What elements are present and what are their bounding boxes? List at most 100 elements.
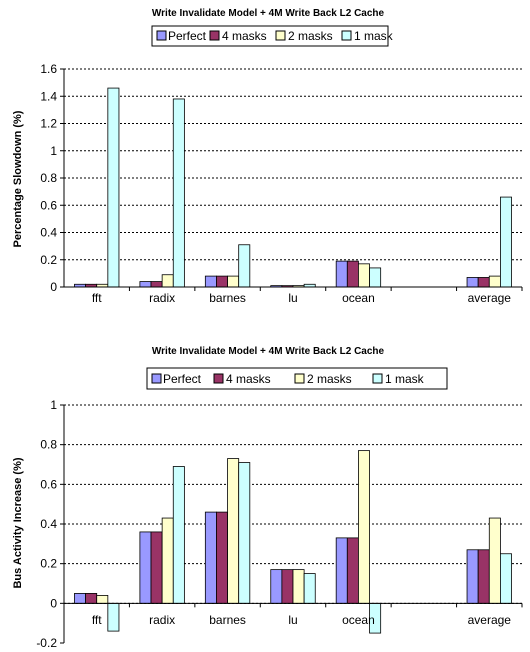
y-tick-label: 0.8: [40, 438, 57, 452]
bar-barnes-1-mask: [238, 244, 251, 288]
bar-radix-perfect: [139, 531, 152, 604]
x-tick-label-ocean: ocean: [342, 613, 375, 627]
bar-average-4-masks: [477, 549, 490, 604]
chart-1-y-axis-label: Percentage Slowdown (%): [12, 110, 24, 247]
x-tick-label-fft: fft: [92, 291, 102, 305]
chart-1-gridlines: [64, 68, 522, 261]
x-tick-label-fft: fft: [92, 613, 102, 627]
bar-barnes-perfect: [204, 511, 217, 604]
bar-lu-perfect: [270, 569, 283, 604]
y-tick-label: 0.2: [40, 253, 57, 267]
chart-2-title: Write Invalidate Model + 4M Write Back L…: [152, 346, 385, 357]
bar-average-1-mask: [500, 196, 512, 288]
bus-activity-chart: Write Invalidate Model + 4M Write Back L…: [12, 346, 523, 650]
bar-radix-1-mask: [172, 466, 185, 604]
chart-2-y-tick-labels: -0.2 0 0.2 0.4 0.6 0.8 1: [36, 398, 57, 650]
legend-swatch-perfect: [151, 373, 162, 384]
legend-swatch-2-masks: [294, 373, 305, 384]
bar-radix-perfect: [139, 281, 152, 288]
x-tick-label-barnes: barnes: [209, 613, 246, 627]
y-tick-label: 1.2: [40, 117, 57, 131]
legend-swatch-perfect: [156, 30, 167, 41]
legend-label-perfect: Perfect: [168, 29, 207, 43]
legend-label-1-mask: 1 mask: [354, 29, 394, 43]
y-tick-label: 0.6: [40, 198, 57, 212]
y-tick-label: 0: [50, 596, 57, 610]
legend-swatch-4-masks: [209, 30, 220, 41]
bar-average-2-masks: [488, 275, 501, 288]
chart-2-x-tick-labels: fft radix barnes lu ocean average: [92, 613, 511, 627]
bar-barnes-2-masks: [227, 458, 240, 604]
y-tick-label: 0.4: [40, 226, 57, 240]
bar-ocean-2-masks: [358, 263, 370, 288]
x-tick-label-radix: radix: [149, 613, 175, 627]
x-tick-label-average: average: [468, 613, 512, 627]
legend-label-4-masks: 4 masks: [222, 29, 267, 43]
y-tick-label: 0.4: [40, 517, 57, 531]
legend-swatch-4-masks: [213, 373, 224, 384]
bar-barnes-perfect: [204, 275, 217, 288]
chart-2-bars: [74, 450, 512, 634]
x-tick-label-ocean: ocean: [342, 291, 375, 305]
y-tick-label: 1.6: [40, 62, 57, 76]
bar-lu-1-mask: [303, 573, 316, 604]
bar-average-4-masks: [477, 277, 490, 288]
legend-swatch-2-masks: [275, 30, 286, 41]
bar-fft-1-mask: [107, 87, 120, 288]
y-tick-label: 0.6: [40, 477, 57, 491]
chart-2-y-axis-label: Bus Activity Increase (%): [12, 457, 24, 588]
bar-barnes-1-mask: [238, 462, 251, 604]
y-tick-label: 0.8: [40, 171, 57, 185]
bar-fft-1-mask: [107, 602, 120, 632]
bar-lu-4-masks: [281, 569, 294, 604]
bar-ocean-perfect: [335, 260, 348, 288]
chart-2-legend: Perfect 4 masks 2 masks 1 mask: [146, 367, 448, 390]
bar-fft-2-masks: [96, 595, 109, 604]
y-tick-label: 1: [50, 144, 57, 158]
legend-label-4-masks: 4 masks: [226, 372, 271, 386]
chart-1-legend: Perfect 4 masks 2 masks 1 mask: [151, 25, 394, 47]
legend-label-2-masks: 2 masks: [307, 372, 352, 386]
y-tick-label: 1.4: [40, 89, 57, 103]
bar-ocean-4-masks: [346, 537, 359, 604]
bar-average-perfect: [466, 549, 479, 604]
chart-2-axes: [60, 404, 523, 644]
legend-label-1-mask: 1 mask: [385, 372, 425, 386]
bar-lu-2-masks: [292, 569, 305, 604]
y-tick-label: 0: [50, 280, 57, 294]
x-tick-label-radix: radix: [149, 291, 175, 305]
bar-barnes-2-masks: [227, 275, 240, 288]
legend-label-perfect: Perfect: [163, 372, 202, 386]
bar-radix-4-masks: [150, 281, 163, 288]
bar-radix-4-masks: [150, 531, 163, 604]
y-tick-label: 1: [50, 398, 57, 412]
bar-average-1-mask: [500, 553, 512, 604]
chart-1-title: Write Invalidate Model + 4M Write Back L…: [152, 8, 385, 19]
bar-barnes-4-masks: [216, 511, 228, 604]
bar-ocean-1-mask: [369, 267, 382, 288]
bar-ocean-4-masks: [346, 260, 359, 288]
legend-label-2-masks: 2 masks: [288, 29, 333, 43]
chart-1-axes: [60, 68, 523, 291]
x-tick-label-barnes: barnes: [209, 291, 246, 305]
bar-radix-1-mask: [172, 98, 185, 288]
bar-fft-perfect: [74, 593, 86, 604]
bar-ocean-2-masks: [358, 450, 370, 604]
x-tick-label-average: average: [468, 291, 512, 305]
x-tick-label-lu: lu: [288, 291, 297, 305]
y-tick-label: 0.2: [40, 557, 57, 571]
x-tick-label-lu: lu: [288, 613, 297, 627]
chart-1-bars: [74, 87, 512, 288]
slowdown-chart: Write Invalidate Model + 4M Write Back L…: [12, 8, 523, 305]
bar-average-perfect: [466, 277, 479, 288]
bar-ocean-perfect: [335, 537, 348, 604]
y-tick-label: -0.2: [36, 636, 57, 650]
bar-average-2-masks: [488, 517, 501, 604]
bar-radix-2-masks: [161, 274, 174, 288]
bar-barnes-4-masks: [216, 275, 228, 288]
bar-radix-2-masks: [161, 517, 174, 604]
chart-1-y-tick-labels: 0 0.2 0.4 0.6 0.8 1 1.2 1.4 1.6: [40, 62, 57, 294]
legend-swatch-1-mask: [372, 373, 383, 384]
legend-swatch-1-mask: [341, 30, 352, 41]
